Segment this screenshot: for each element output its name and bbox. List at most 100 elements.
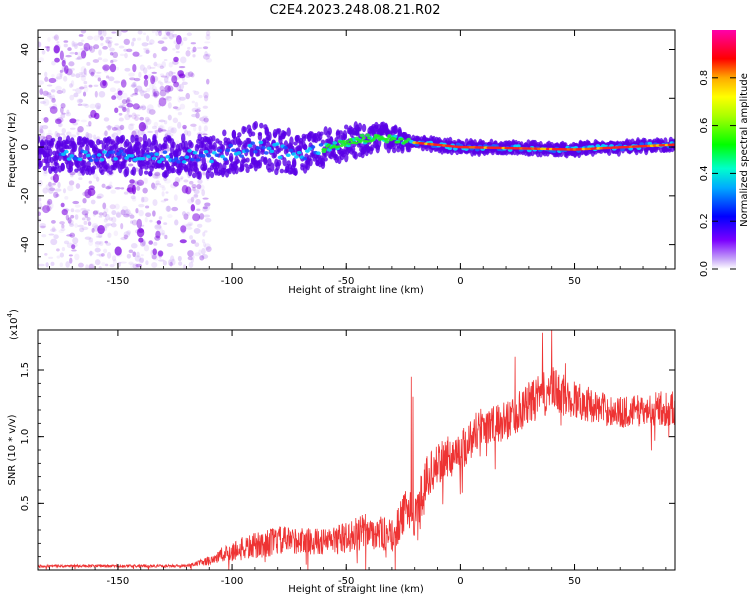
spectrogram-speckle xyxy=(113,230,119,237)
spectrogram-speckle xyxy=(192,187,196,192)
spectrogram-speckle xyxy=(70,214,75,219)
spectrogram-core-cell xyxy=(670,143,675,147)
spectrogram-speckle xyxy=(62,188,67,194)
spectrogram-speckle xyxy=(118,112,123,116)
spectrogram-band-cell xyxy=(285,153,291,158)
spectrogram-speckle xyxy=(52,182,56,186)
spectrogram-speckle xyxy=(121,99,128,105)
spectrogram-speckle xyxy=(132,63,137,73)
spectrogram-speckle xyxy=(161,186,166,191)
spectrogram-band-cell xyxy=(348,138,353,142)
spectrogram-speckle xyxy=(105,223,113,226)
spectrogram-speckle xyxy=(153,241,158,246)
spectrogram-speckle xyxy=(63,40,69,43)
spectrogram-speckle xyxy=(138,257,144,264)
spectrogram-speckle xyxy=(155,230,161,239)
spectrogram-speckle xyxy=(71,244,76,250)
spectrogram-band-cell xyxy=(237,132,242,138)
spectrogram-band-cell xyxy=(308,158,313,167)
spectrogram-speckle xyxy=(90,71,95,77)
spectrogram-band-cell xyxy=(354,141,359,145)
spectrogram-speckle xyxy=(163,120,168,125)
spectrogram-speckle xyxy=(143,74,149,80)
spectrogram-band-cell xyxy=(266,146,272,151)
spectrogram-speckle xyxy=(92,210,99,215)
spectrogram-band-cell xyxy=(102,150,108,154)
spectrogram-speckle xyxy=(189,235,194,240)
spectrogram-speckle xyxy=(164,76,169,83)
spectrogram-speckle xyxy=(132,263,139,269)
spectrogram-speckle xyxy=(85,264,89,269)
spectrogram-speckle xyxy=(116,126,123,131)
spectrogram-band-cell xyxy=(345,140,350,143)
spectrogram-speckle xyxy=(105,186,112,190)
spectrogram-band-cell xyxy=(140,156,146,161)
spectrogram-speckle xyxy=(61,208,68,216)
spectrogram-band-cell xyxy=(171,141,176,149)
spectrogram-speckle xyxy=(83,220,88,225)
spectrogram-band-cell xyxy=(242,126,248,133)
spectrogram-speckle xyxy=(155,183,162,186)
spectrogram-speckle xyxy=(114,43,119,46)
spectrogram-speckle xyxy=(84,103,90,109)
spectrogram-speckle xyxy=(94,90,98,98)
spectrogram-speckle xyxy=(171,71,176,75)
spectrogram-speckle xyxy=(102,80,107,86)
spectrogram-speckle xyxy=(132,37,136,42)
spectrogram-speckle xyxy=(123,209,129,214)
snr-y-label: SNR (10 * v/v) xyxy=(7,414,18,485)
spectrogram-speckle xyxy=(171,206,179,212)
spectrogram-band-cell xyxy=(212,142,217,152)
spectrogram-speckle xyxy=(72,200,80,205)
spectrogram-speckle xyxy=(81,226,89,231)
spectrogram-speckle xyxy=(196,107,201,110)
spectrogram-speckle xyxy=(117,90,123,96)
spectrogram-speckle xyxy=(43,204,47,211)
spectrogram-speckle xyxy=(41,234,47,238)
spectrogram-speckle xyxy=(59,133,66,136)
spectrogram-speckle xyxy=(91,223,99,229)
spectrogram-speckle xyxy=(190,204,196,212)
spectrogram-band-cell xyxy=(138,167,143,177)
snr-y-tick-label: 1.0 xyxy=(20,429,31,445)
spectrogram-speckle xyxy=(175,106,182,111)
spectrogram-speckle xyxy=(99,36,104,41)
spectrogram-speckle xyxy=(161,61,167,68)
spectrogram-speckle xyxy=(153,92,158,99)
spectrogram-speckle xyxy=(170,255,175,263)
spectrogram-speckle xyxy=(142,187,148,194)
spectrogram-speckle xyxy=(144,116,150,123)
spectrogram-band-cell xyxy=(452,147,458,151)
spectrogram-speckle xyxy=(70,208,75,213)
spectrogram-speckle xyxy=(114,107,119,114)
spectrogram-speckle xyxy=(63,134,67,141)
spectrogram-band-cell xyxy=(69,154,75,158)
spectrogram-speckle xyxy=(202,206,209,210)
spectrogram-panel: -150 -100 -50 0 50 40 20 0 -20 -40 Height of str… xyxy=(7,29,676,296)
spectrogram-band-cell xyxy=(365,140,370,143)
spectrogram-speckle xyxy=(102,132,107,136)
spectrogram-speckle xyxy=(155,224,162,229)
spectrogram-speckle xyxy=(42,98,50,106)
spectrogram-speckle xyxy=(188,261,194,268)
spectrogram-speckle xyxy=(202,105,209,109)
spectrogram-speckle xyxy=(56,90,63,95)
spectrogram-speckle xyxy=(158,97,167,107)
spectrogram-speckle xyxy=(74,204,81,208)
spectrogram-speckle xyxy=(202,53,210,60)
spectrogram-band-cell xyxy=(607,148,612,156)
spectrogram-speckle xyxy=(68,254,73,257)
spectrogram-speckle xyxy=(124,208,131,216)
spectrogram-speckle xyxy=(40,225,46,228)
spectrogram-band-cell xyxy=(222,157,228,161)
spectrogram-speckle xyxy=(51,219,56,224)
spectrogram-speckle xyxy=(108,217,113,221)
spectrogram-speckle xyxy=(159,73,165,77)
spectrogram-band-cell xyxy=(90,168,95,175)
spectrogram-speckle xyxy=(65,261,70,268)
spectrogram-speckle xyxy=(61,224,65,229)
spectrogram-speckle xyxy=(88,180,92,184)
spectrogram-speckle xyxy=(138,136,143,142)
spectrogram-band-cell xyxy=(163,140,168,150)
spectrogram-speckle xyxy=(83,85,88,89)
